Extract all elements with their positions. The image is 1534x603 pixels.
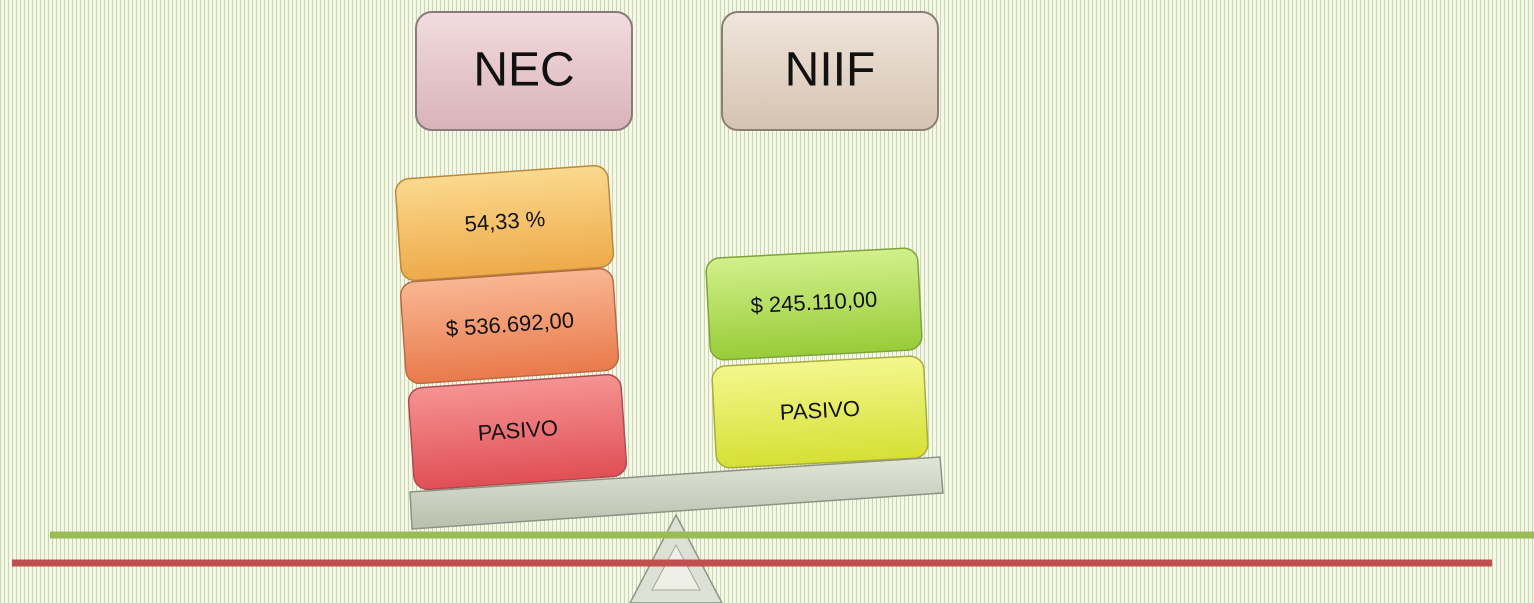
box-left-1: $ 536.692,00	[399, 267, 620, 385]
box-text: 54,33 %	[464, 206, 546, 237]
header-niif: NIIF	[721, 11, 939, 131]
seesaw-beam	[409, 456, 944, 530]
header-text: NEC	[473, 44, 574, 97]
box-text: PASIVO	[477, 415, 559, 446]
fulcrum-inner	[651, 543, 701, 591]
header-text: NIIF	[785, 44, 876, 97]
box-left-0: 54,33 %	[394, 164, 615, 282]
box-text: PASIVO	[779, 396, 860, 425]
box-right-1: PASIVO	[711, 355, 929, 469]
box-left-2: PASIVO	[407, 373, 628, 491]
box-right-0: $ 245.110,00	[705, 247, 923, 361]
header-nec: NEC	[415, 11, 633, 131]
